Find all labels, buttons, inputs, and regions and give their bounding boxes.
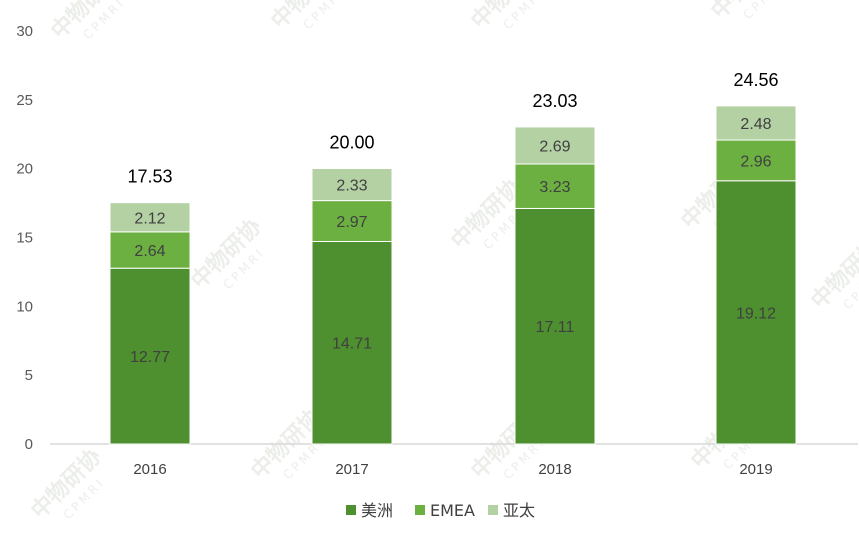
data-label: 2.69 (539, 138, 570, 155)
bar-segment (514, 126, 596, 165)
legend-swatch (346, 505, 356, 515)
data-label: 2.97 (336, 214, 367, 231)
bar-group-2016: 12.77 2.64 2.12 17.53 (109, 167, 191, 445)
legend-label: 美洲 (361, 501, 393, 520)
bar-segment (109, 267, 191, 445)
bar-group-2019: 19.12 2.96 2.48 24.56 (715, 70, 797, 445)
y-tick-label: 5 (25, 367, 33, 384)
bar-segment (514, 207, 596, 445)
total-label: 20.00 (329, 133, 374, 153)
total-label: 23.03 (532, 91, 577, 111)
legend-item: EMEA (415, 501, 475, 520)
y-axis: 0 5 10 15 20 25 30 (16, 23, 33, 453)
bar-group-2017: 14.71 2.97 2.33 20.00 (311, 133, 393, 445)
x-tick-label: 2016 (133, 461, 166, 478)
legend-item: 美洲 (346, 501, 393, 520)
bar-segment (311, 240, 393, 445)
bar-group-2018: 17.11 3.23 2.69 23.03 (514, 91, 596, 445)
data-label: 14.71 (332, 336, 372, 353)
x-tick-label: 2019 (739, 461, 772, 478)
x-tick-label: 2018 (538, 461, 571, 478)
bar-segment (715, 105, 797, 141)
bar-segment (311, 168, 393, 202)
legend-label: 亚太 (503, 501, 535, 520)
y-tick-label: 20 (16, 161, 33, 178)
total-label: 17.53 (127, 167, 172, 187)
data-label: 17.11 (536, 319, 575, 336)
data-label: 19.12 (736, 305, 776, 322)
legend-swatch (415, 505, 425, 515)
legend-item: 亚太 (488, 501, 535, 520)
watermark-sub: CPMRI (741, 0, 788, 22)
bar-segment (715, 139, 797, 182)
y-tick-label: 25 (16, 92, 33, 109)
data-label: 2.33 (336, 178, 367, 195)
data-label: 2.48 (740, 116, 771, 133)
data-label: 2.96 (740, 153, 771, 170)
bar-segment (109, 202, 191, 233)
bar-segment (311, 200, 393, 242)
x-axis: 2016 2017 2018 2019 (133, 461, 772, 478)
total-label: 24.56 (733, 70, 778, 90)
y-tick-label: 0 (25, 436, 33, 453)
x-tick-label: 2017 (335, 461, 368, 478)
data-label: 2.64 (134, 243, 165, 260)
bars-layer: 12.77 2.64 2.12 17.53 14.71 2.97 2.33 20.00 17.1… (109, 70, 797, 445)
data-label: 3.23 (539, 179, 570, 196)
data-label: 12.77 (130, 349, 170, 366)
y-tick-label: 30 (16, 23, 33, 40)
legend: 美洲 EMEA 亚太 (346, 501, 535, 520)
legend-swatch (488, 505, 498, 515)
legend-label: EMEA (430, 501, 475, 520)
bar-segment (109, 231, 191, 269)
bar-segment (715, 180, 797, 445)
y-tick-label: 10 (16, 298, 33, 315)
y-tick-label: 15 (16, 230, 33, 247)
data-label: 2.12 (134, 210, 165, 227)
